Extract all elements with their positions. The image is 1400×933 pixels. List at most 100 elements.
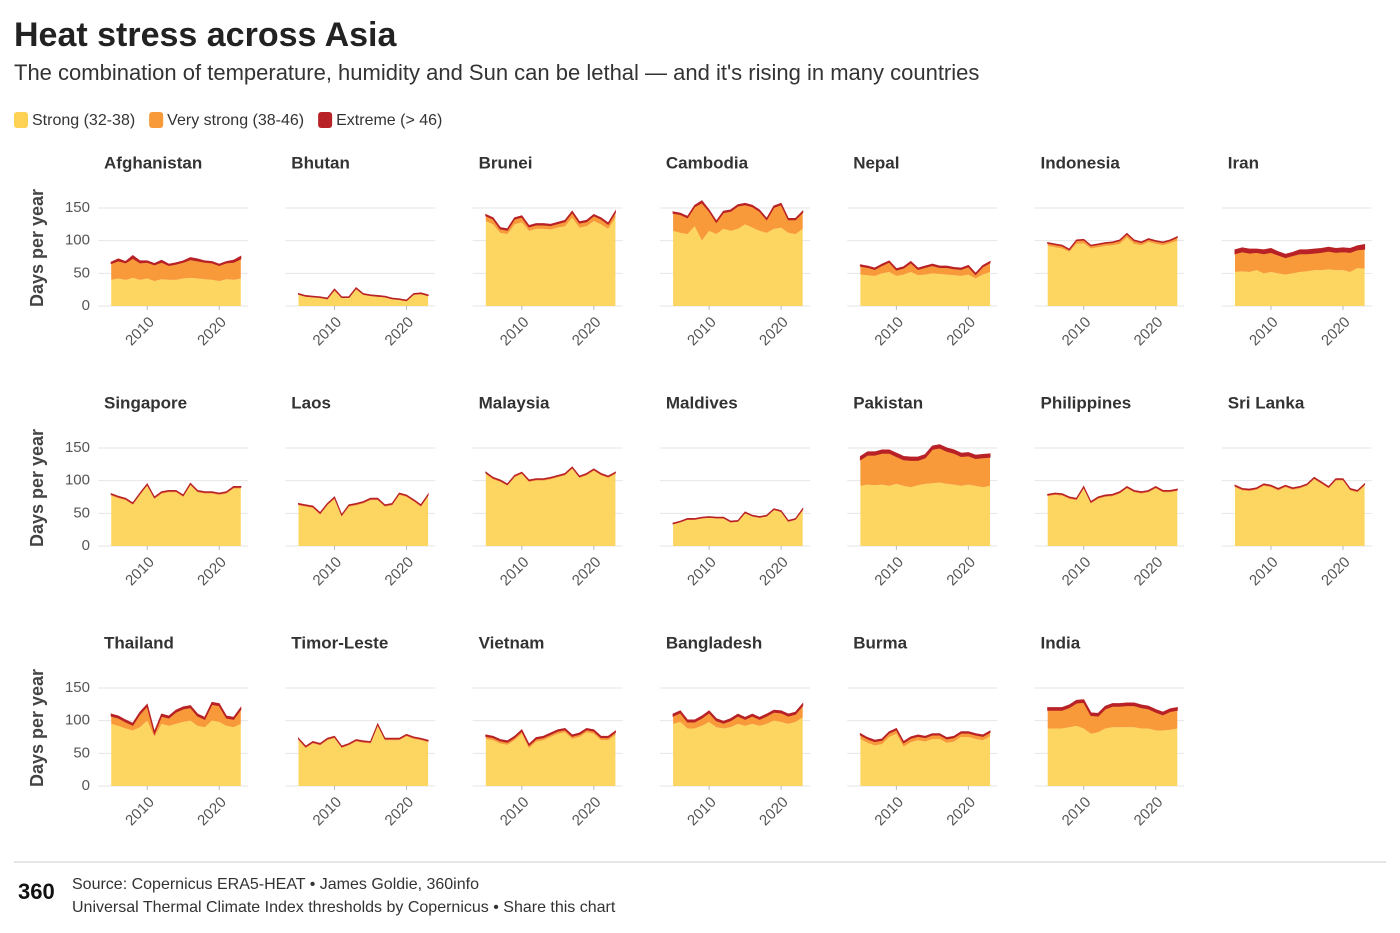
y-tick-label: 150 [65, 439, 90, 456]
area-2 [859, 444, 991, 461]
y-tick-label: 0 [82, 777, 90, 794]
area-0 [111, 720, 241, 786]
x-tick-label: 2010 [1059, 314, 1095, 350]
y-axis-label: Days per year [27, 669, 47, 787]
y-axis-label: Days per year [27, 189, 47, 307]
y-tick-label: 50 [73, 504, 90, 521]
area-2 [110, 482, 242, 505]
x-tick-label: 2010 [1246, 314, 1282, 350]
legend-swatch [14, 112, 28, 128]
area-2 [485, 209, 616, 231]
area-2 [859, 727, 991, 744]
panel-title: Bhutan [291, 153, 350, 172]
x-tick-label: 2020 [756, 554, 792, 590]
area-2 [1047, 232, 1178, 251]
area-0 [111, 485, 241, 546]
y-tick-label: 0 [82, 537, 90, 554]
panel-title: Thailand [104, 633, 174, 652]
x-tick-label: 2020 [943, 554, 979, 590]
area-0 [485, 468, 616, 546]
area-2 [859, 260, 991, 276]
x-tick-label: 2020 [569, 314, 605, 350]
logo: 360 [18, 879, 55, 904]
area-2 [298, 286, 429, 302]
legend-label: Very strong (38-46) [167, 112, 304, 129]
panel-title: Laos [291, 393, 331, 412]
panel-title: Nepal [853, 153, 899, 172]
area-2 [1047, 485, 1178, 503]
panel-title: Burma [853, 633, 907, 652]
area-0 [485, 217, 616, 306]
area-2 [298, 722, 429, 748]
area-0 [298, 289, 429, 306]
y-tick-label: 50 [73, 744, 90, 761]
x-tick-label: 2020 [1318, 314, 1354, 350]
x-tick-label: 2010 [310, 314, 346, 350]
panel-title: India [1041, 633, 1081, 652]
x-tick-label: 2010 [871, 314, 907, 350]
x-tick-label: 2020 [1131, 794, 1167, 830]
x-tick-label: 2010 [310, 554, 346, 590]
area-2 [485, 727, 616, 747]
y-tick-label: 150 [65, 679, 90, 696]
y-tick-label: 150 [65, 199, 90, 216]
area-0 [1047, 725, 1178, 786]
x-tick-label: 2020 [943, 794, 979, 830]
panel-title: Cambodia [666, 153, 749, 172]
y-tick-label: 100 [65, 712, 90, 729]
x-tick-label: 2020 [382, 554, 418, 590]
title: Heat stress across Asia [14, 16, 398, 54]
panel-title: Singapore [104, 393, 187, 412]
panel-title: Brunei [479, 153, 533, 172]
x-tick-label: 2010 [497, 794, 533, 830]
panel-title: Sri Lanka [1228, 393, 1305, 412]
area-0 [111, 277, 241, 306]
y-tick-label: 0 [82, 297, 90, 314]
panel-title: Maldives [666, 393, 738, 412]
area-1 [673, 705, 803, 729]
x-tick-label: 2010 [684, 794, 720, 830]
area-0 [673, 224, 803, 306]
x-tick-label: 2010 [122, 314, 158, 350]
panel-title: Iran [1228, 153, 1259, 172]
area-0 [298, 725, 429, 786]
area-2 [672, 200, 804, 224]
note: Universal Thermal Climate Index threshol… [72, 899, 616, 916]
legend-label: Strong (32-38) [32, 112, 135, 129]
area-2 [1047, 699, 1178, 717]
x-tick-label: 2020 [756, 794, 792, 830]
x-tick-label: 2020 [569, 794, 605, 830]
area-0 [485, 732, 616, 786]
legend-swatch [318, 112, 333, 128]
x-tick-label: 2010 [684, 314, 720, 350]
subtitle: The combination of temperature, humidity… [14, 60, 979, 85]
area-1 [673, 202, 803, 241]
x-tick-label: 2010 [122, 554, 158, 590]
y-tick-label: 50 [73, 264, 90, 281]
x-tick-label: 2020 [1318, 554, 1354, 590]
panel-title: Timor-Leste [291, 633, 388, 652]
area-0 [860, 272, 990, 306]
area-2 [110, 701, 242, 736]
area-0 [1235, 268, 1365, 306]
x-tick-label: 2010 [1059, 794, 1095, 830]
x-tick-label: 2010 [871, 794, 907, 830]
y-tick-label: 100 [65, 472, 90, 489]
x-tick-label: 2020 [943, 314, 979, 350]
area-0 [1047, 237, 1178, 306]
x-tick-label: 2020 [382, 794, 418, 830]
legend-label: Extreme (> 46) [336, 112, 442, 129]
x-tick-label: 2020 [569, 554, 605, 590]
x-tick-label: 2020 [1131, 314, 1167, 350]
area-2 [1234, 243, 1366, 259]
panel-title: Afghanistan [104, 153, 202, 172]
area-2 [672, 507, 804, 525]
y-tick-label: 100 [65, 232, 90, 249]
area-1 [1235, 478, 1365, 493]
area-0 [860, 482, 990, 546]
panel-title: Indonesia [1041, 153, 1121, 172]
panel-title: Malaysia [479, 393, 550, 412]
x-tick-label: 2020 [194, 794, 230, 830]
source: Source: Copernicus ERA5-HEAT • James Gol… [72, 876, 479, 893]
